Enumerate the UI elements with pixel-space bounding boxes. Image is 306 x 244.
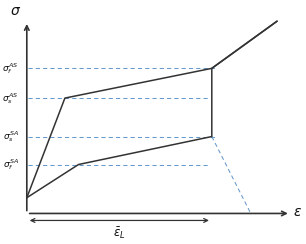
Text: $\sigma_f^{AS}$: $\sigma_f^{AS}$	[2, 61, 19, 76]
Text: $\sigma_s^{SA}$: $\sigma_s^{SA}$	[3, 129, 19, 144]
Text: $\sigma$: $\sigma$	[10, 4, 21, 18]
Text: $\varepsilon$: $\varepsilon$	[293, 205, 302, 219]
Text: $\sigma_f^{SA}$: $\sigma_f^{SA}$	[3, 157, 19, 172]
Text: $\bar{\varepsilon}_L$: $\bar{\varepsilon}_L$	[113, 226, 125, 241]
Text: $\sigma_s^{AS}$: $\sigma_s^{AS}$	[2, 91, 19, 105]
